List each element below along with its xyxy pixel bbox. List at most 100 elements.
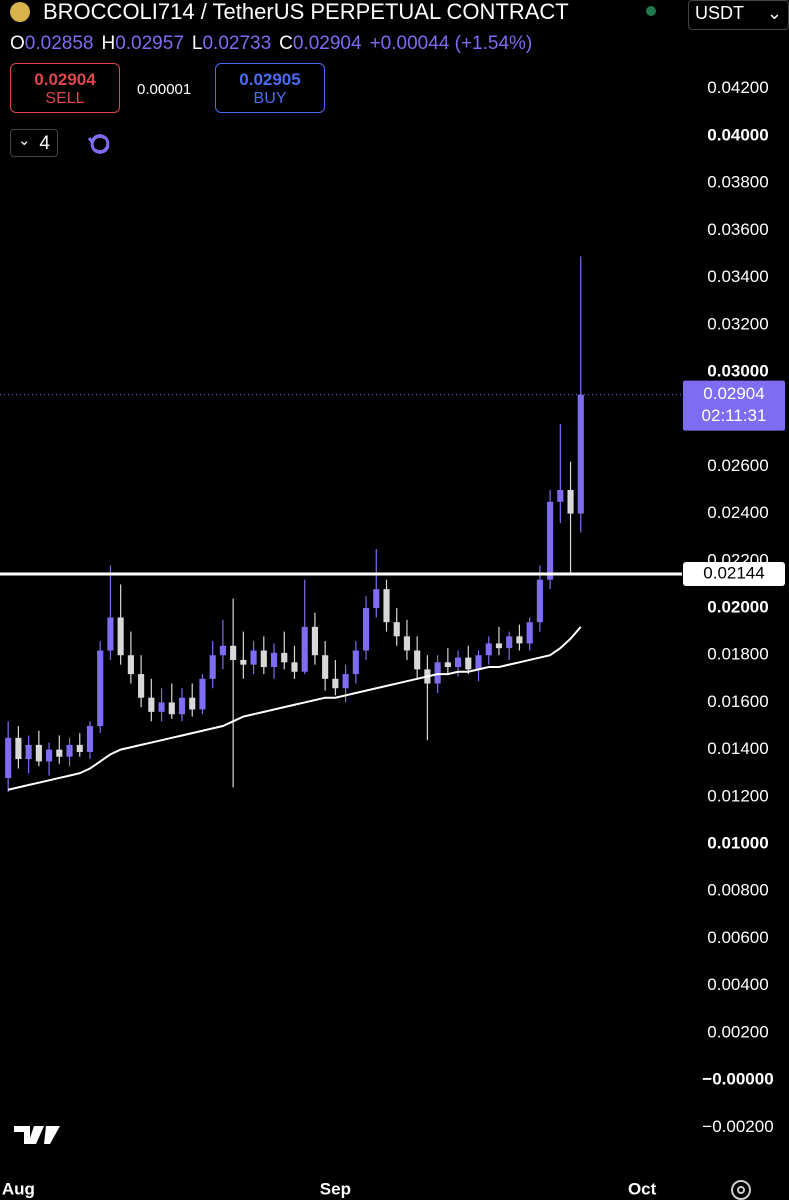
symbol-title: BROCCOLI714 / TetherUS PERPETUAL CONTRAC… — [43, 0, 569, 24]
candle-body — [230, 645, 237, 660]
y-tick-label: 0.01800 — [707, 645, 768, 664]
status-dot — [646, 6, 656, 16]
hline-label-box — [683, 562, 785, 587]
candle-body — [403, 636, 411, 651]
candle-body — [495, 643, 503, 649]
change: +0.00044 (+1.54%) — [369, 33, 533, 54]
candle-body — [260, 650, 267, 668]
settings-icon[interactable] — [731, 1180, 751, 1200]
y-tick-label: 0.00400 — [707, 975, 768, 994]
currency: USDT — [695, 3, 744, 23]
y-tick-label: 0.02400 — [707, 503, 768, 522]
interval: 4 — [39, 133, 50, 154]
y-tick-label: 0.01600 — [707, 692, 768, 711]
y-tick-label: 0.03400 — [707, 267, 768, 286]
hline-label: 0.02144 — [703, 564, 764, 583]
candle-body — [189, 697, 196, 710]
y-tick-label: −0.00200 — [702, 1117, 773, 1136]
candle-body — [383, 589, 390, 623]
candle-body — [516, 636, 523, 644]
y-tick-label: 0.04200 — [707, 78, 768, 97]
candle-body — [178, 697, 186, 715]
sell-button[interactable]: 0.02904 SELL — [10, 63, 120, 113]
buy-button[interactable]: 0.02905 BUY — [215, 63, 325, 113]
last-price-label: 0.02904 — [703, 384, 764, 403]
candle-body — [577, 394, 584, 514]
y-tick-label: 0.03600 — [707, 220, 768, 239]
candle-body — [301, 626, 308, 672]
moving-average — [7, 626, 582, 791]
candle-body — [434, 662, 441, 684]
candle-body — [199, 678, 206, 710]
candle-body — [291, 662, 298, 672]
candle-body — [567, 489, 574, 514]
buy-label: BUY — [253, 90, 287, 107]
candle-body — [557, 489, 564, 502]
candle-body — [240, 659, 247, 665]
chevron: ⌄ — [766, 3, 782, 23]
candle-body — [475, 655, 482, 670]
y-tick-label: −0.00000 — [702, 1070, 773, 1089]
candle-body — [76, 744, 83, 752]
candle-body — [56, 749, 63, 757]
ohlc-key: O — [10, 33, 25, 54]
candle-body — [209, 655, 216, 679]
currency-select[interactable]: USDT ⌄ — [688, 0, 789, 30]
y-tick-label: 0.01000 — [707, 834, 768, 853]
ohlc-key: H — [101, 33, 116, 54]
candle-body — [25, 744, 32, 760]
candle-body — [138, 674, 145, 698]
y-tick-label: 0.03200 — [707, 314, 768, 333]
candle-body — [158, 702, 165, 712]
candle-body — [506, 636, 513, 649]
candle-body — [35, 744, 42, 762]
sell-price: 0.02904 — [34, 70, 96, 89]
candle-body — [332, 678, 339, 689]
candle-body — [5, 737, 12, 778]
candle-body — [15, 737, 22, 760]
y-tick-label: 0.00200 — [707, 1022, 768, 1041]
candle-body — [414, 650, 421, 670]
candle-body — [536, 579, 543, 623]
buy-price: 0.02905 — [239, 70, 301, 89]
candle-body — [526, 622, 533, 644]
interval-select[interactable]: ⌄ 4 — [10, 129, 58, 157]
y-tick-label: 0.01400 — [707, 739, 768, 758]
ohlc-row: O0.02858 H0.02957 L0.02733 C0.02904 +0.00044… — [10, 33, 540, 55]
last-price-box — [683, 380, 785, 431]
candle-body — [281, 652, 288, 663]
refresh-icon[interactable] — [87, 134, 110, 154]
ohlc-value: 0.02858 — [24, 33, 94, 54]
candle-body — [270, 652, 278, 668]
candle-body — [547, 501, 554, 580]
candle-body — [117, 617, 124, 656]
spread: 0.00001 — [137, 81, 192, 98]
candle-body — [107, 617, 114, 651]
chevron: ⌄ — [18, 132, 31, 149]
tv-logo — [14, 1126, 60, 1144]
candle-body — [485, 643, 492, 656]
ohlc-key: L — [191, 33, 203, 54]
ohlc-value: 0.02733 — [202, 33, 272, 54]
sell-label: SELL — [45, 90, 85, 107]
candle-body — [362, 608, 370, 651]
symbol-icon — [10, 2, 30, 22]
x-tick-label: Aug — [2, 1179, 35, 1198]
candle-body — [127, 655, 134, 675]
countdown: 02:11:31 — [702, 406, 767, 425]
candle-body — [352, 650, 359, 675]
y-tick-label: 0.02000 — [707, 597, 768, 616]
y-tick-label: 0.02600 — [707, 456, 768, 475]
y-tick-label: 0.01200 — [707, 786, 768, 805]
candle-body — [66, 744, 73, 757]
x-tick-label: Oct — [628, 1179, 657, 1198]
candle-body — [455, 657, 462, 668]
candle-body — [250, 650, 257, 665]
candle-body — [342, 674, 349, 689]
candle-body — [97, 650, 104, 727]
y-tick-label: 0.04000 — [707, 125, 768, 144]
candle-body — [219, 645, 226, 656]
candle-body — [311, 626, 318, 656]
